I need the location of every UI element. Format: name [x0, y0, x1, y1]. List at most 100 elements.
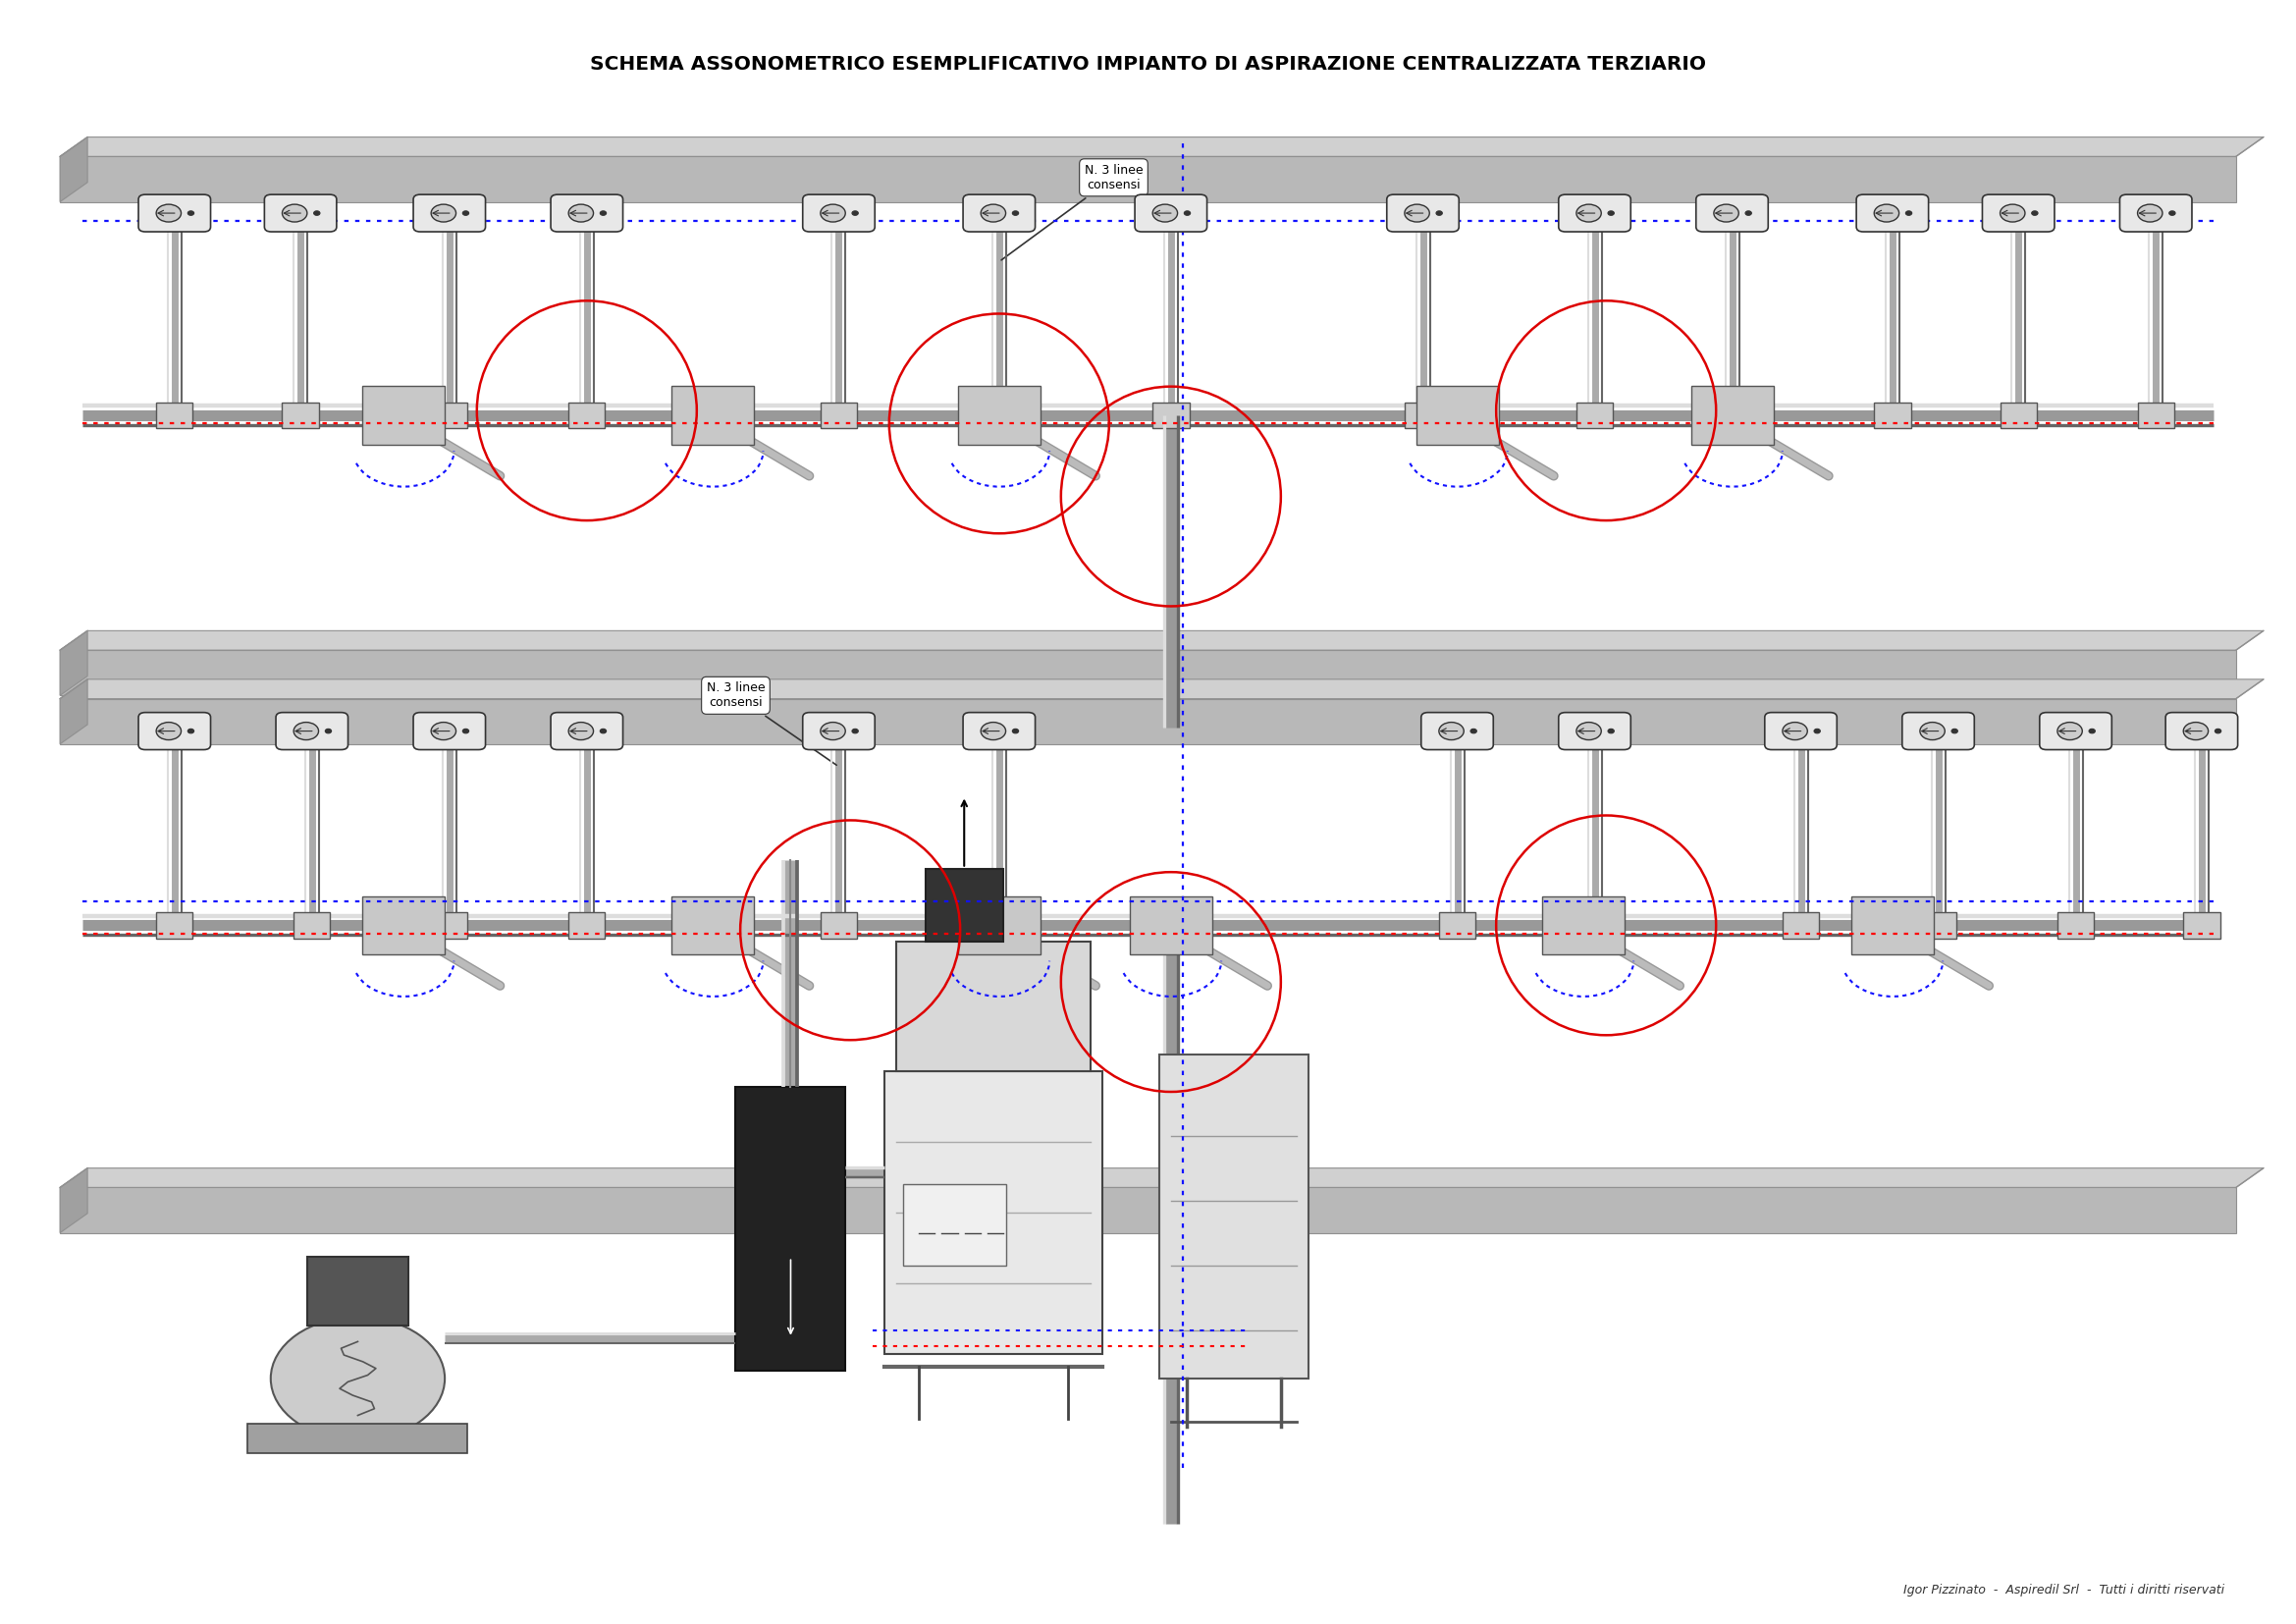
FancyBboxPatch shape	[1421, 713, 1492, 750]
Bar	[980, 403, 1017, 429]
Bar	[1130, 896, 1212, 955]
Circle shape	[1577, 723, 1600, 741]
Circle shape	[156, 723, 181, 741]
Bar	[1782, 913, 1818, 939]
Circle shape	[1440, 723, 1465, 741]
Circle shape	[1469, 729, 1476, 734]
FancyBboxPatch shape	[962, 713, 1035, 750]
Bar	[820, 913, 856, 939]
Circle shape	[569, 205, 592, 222]
Bar	[1874, 403, 1910, 429]
Bar	[308, 1257, 409, 1325]
Bar	[363, 896, 445, 955]
Bar	[895, 942, 1091, 1070]
Bar	[980, 913, 1017, 939]
Circle shape	[2057, 723, 2082, 741]
Bar	[957, 387, 1040, 445]
Bar	[294, 913, 331, 939]
Bar	[363, 387, 445, 445]
Circle shape	[820, 205, 845, 222]
Circle shape	[1782, 723, 1807, 741]
FancyBboxPatch shape	[1981, 195, 2055, 232]
Circle shape	[1405, 205, 1430, 222]
FancyBboxPatch shape	[138, 713, 211, 750]
Bar	[2183, 913, 2220, 939]
Text: SCHEMA ASSONOMETRICO ESEMPLIFICATIVO IMPIANTO DI ASPIRAZIONE CENTRALIZZATA TERZI: SCHEMA ASSONOMETRICO ESEMPLIFICATIVO IMP…	[590, 55, 1706, 73]
Circle shape	[282, 205, 308, 222]
Circle shape	[156, 205, 181, 222]
Circle shape	[1607, 211, 1614, 216]
Circle shape	[188, 729, 193, 734]
Bar	[884, 1070, 1102, 1354]
Bar	[432, 403, 468, 429]
FancyBboxPatch shape	[276, 713, 349, 750]
Circle shape	[599, 211, 606, 216]
Bar	[1690, 387, 1773, 445]
Bar	[1713, 403, 1750, 429]
Circle shape	[188, 211, 193, 216]
Bar	[1440, 913, 1476, 939]
Polygon shape	[60, 650, 2236, 695]
Circle shape	[852, 211, 859, 216]
Bar	[2000, 403, 2037, 429]
Circle shape	[315, 211, 319, 216]
FancyBboxPatch shape	[1901, 713, 1975, 750]
Bar	[569, 913, 606, 939]
FancyBboxPatch shape	[804, 713, 875, 750]
Circle shape	[1435, 211, 1442, 216]
FancyBboxPatch shape	[2165, 713, 2239, 750]
Bar	[432, 913, 468, 939]
Bar	[156, 403, 193, 429]
Bar	[156, 913, 193, 939]
Circle shape	[820, 723, 845, 741]
Bar	[282, 403, 319, 429]
Circle shape	[461, 211, 468, 216]
Circle shape	[2170, 211, 2174, 216]
Circle shape	[1013, 729, 1019, 734]
Circle shape	[599, 729, 606, 734]
Circle shape	[1153, 205, 1178, 222]
Circle shape	[980, 205, 1006, 222]
FancyBboxPatch shape	[551, 713, 622, 750]
Circle shape	[461, 729, 468, 734]
Polygon shape	[60, 698, 2236, 744]
FancyBboxPatch shape	[2119, 195, 2193, 232]
Polygon shape	[60, 1168, 2264, 1187]
FancyBboxPatch shape	[1134, 195, 1208, 232]
Polygon shape	[60, 630, 87, 695]
Polygon shape	[60, 1187, 2236, 1233]
Circle shape	[294, 723, 319, 741]
Bar	[957, 896, 1040, 955]
Bar	[1851, 896, 1933, 955]
Circle shape	[1874, 205, 1899, 222]
Circle shape	[1577, 205, 1600, 222]
Circle shape	[2032, 211, 2039, 216]
Bar	[925, 869, 1003, 942]
FancyBboxPatch shape	[804, 195, 875, 232]
Bar	[1577, 403, 1614, 429]
Polygon shape	[60, 136, 2264, 156]
Circle shape	[1952, 729, 1958, 734]
Circle shape	[852, 729, 859, 734]
Polygon shape	[60, 679, 2264, 698]
FancyBboxPatch shape	[1697, 195, 1768, 232]
Bar	[1153, 403, 1189, 429]
Bar	[670, 896, 753, 955]
Polygon shape	[60, 1168, 87, 1233]
Circle shape	[2000, 205, 2025, 222]
Text: N. 3 linee
consensi: N. 3 linee consensi	[707, 682, 836, 765]
Circle shape	[1745, 211, 1752, 216]
Bar	[1919, 913, 1956, 939]
Circle shape	[2216, 729, 2220, 734]
Bar	[1577, 913, 1614, 939]
FancyBboxPatch shape	[264, 195, 338, 232]
Bar	[820, 403, 856, 429]
Circle shape	[1013, 211, 1019, 216]
Polygon shape	[60, 630, 2264, 650]
Circle shape	[432, 205, 457, 222]
Text: Igor Pizzinato  -  Aspiredil Srl  -  Tutti i diritti riservati: Igor Pizzinato - Aspiredil Srl - Tutti i…	[1903, 1585, 2225, 1596]
Circle shape	[980, 723, 1006, 741]
FancyBboxPatch shape	[962, 195, 1035, 232]
FancyBboxPatch shape	[2039, 713, 2112, 750]
FancyBboxPatch shape	[1559, 713, 1630, 750]
